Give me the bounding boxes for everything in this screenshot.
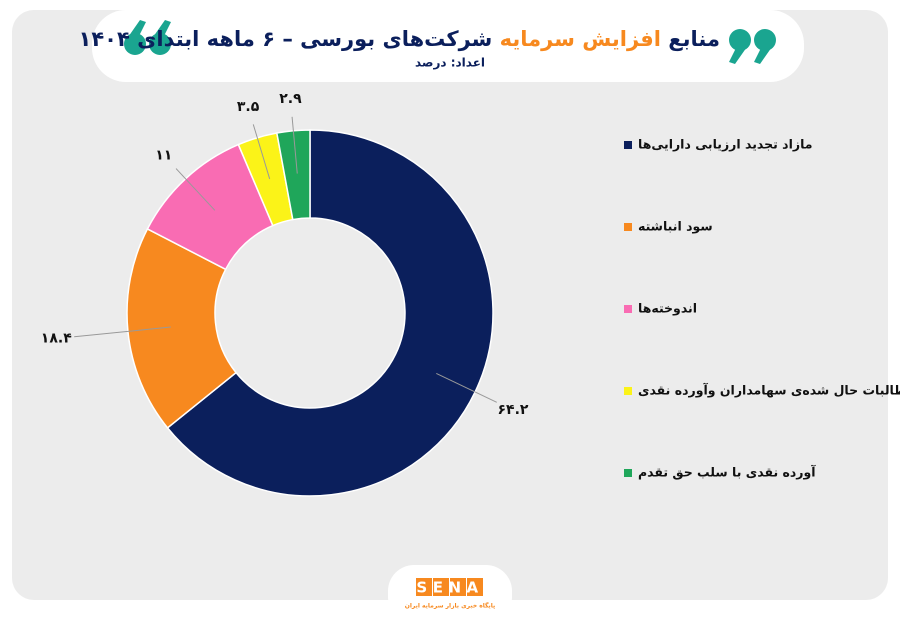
legend-label: سود انباشته (638, 219, 713, 234)
data-label: ۱۸.۴ (41, 331, 72, 347)
data-label: ۶۴.۲ (498, 402, 529, 418)
logo-box (467, 578, 483, 596)
data-label: ۱۱ (155, 147, 172, 163)
legend-swatch (624, 387, 632, 395)
quote-left (124, 20, 171, 55)
leader-line (436, 372, 497, 403)
quote-right (729, 29, 776, 64)
data-label: ۳.۵ (237, 99, 260, 115)
legend-label: مازاد تجدید ارزیابی دارایی‌ها (638, 137, 813, 152)
logo-box (416, 578, 432, 596)
legend-label: آورده نقدی با سلب حق تقدم (638, 465, 816, 481)
legend-swatch (624, 305, 632, 313)
logo-box (433, 578, 449, 596)
subtitle: اعداد: درصد (415, 56, 485, 70)
legend-swatch (624, 141, 632, 149)
data-label: ۲.۹ (279, 91, 302, 107)
logo-text: SENA (416, 579, 483, 597)
title-part: شرکت‌های بورسی – ۶ ماهه ابتدای ۱۴۰۴ (79, 27, 493, 51)
leader-line (291, 116, 298, 174)
donut-slice (166, 129, 494, 497)
leader-line (74, 326, 171, 338)
legend-swatch (624, 469, 632, 477)
title-pill (92, 10, 804, 82)
title-part: منابع (668, 27, 720, 51)
legend-label: مطالبات حال شده‌ی سهامداران وآورده نقدی (638, 383, 900, 398)
leader-line (175, 168, 216, 211)
logo-box (450, 578, 466, 596)
leader-line (252, 124, 271, 180)
legend-label: اندوخته‌ها (638, 301, 697, 316)
donut-slice (126, 227, 238, 429)
donut-slice (275, 129, 311, 221)
chart-title: منابع افزایش سرمایه شرکت‌های بورسی – ۶ م… (79, 27, 720, 51)
legend-swatch (624, 223, 632, 231)
logo: SENA (416, 578, 483, 597)
tagline: پایگاه خبری بازار سرمایه ایران (405, 602, 496, 610)
title-part: افزایش سرمایه (500, 27, 661, 51)
